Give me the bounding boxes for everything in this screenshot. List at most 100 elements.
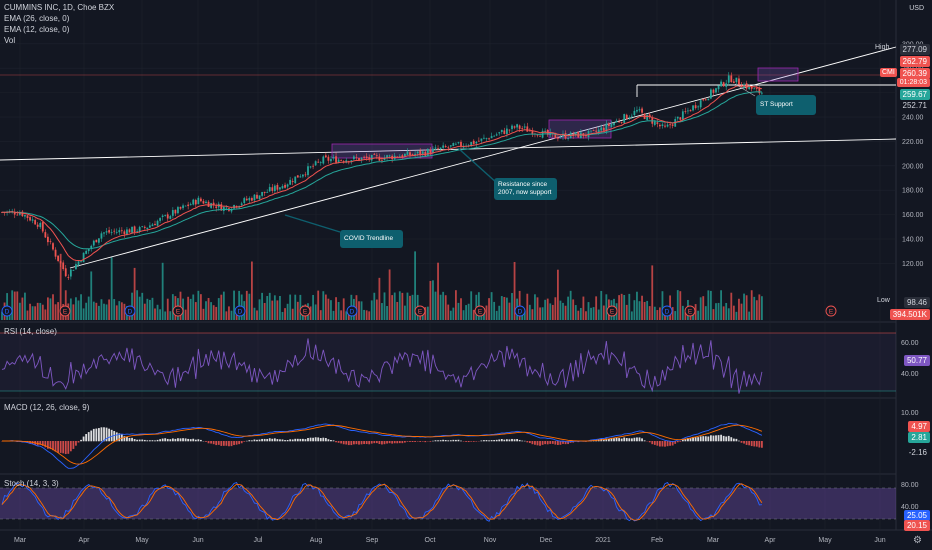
candle-body (544, 130, 547, 132)
covid-trendline[interactable] (69, 46, 897, 269)
macd-hist-bar (605, 438, 608, 442)
consolidation-box-1[interactable] (331, 143, 433, 159)
candle-body (495, 134, 498, 136)
volume-bar (712, 309, 715, 320)
ema-26-legend[interactable]: EMA (26, close, 0) (4, 14, 70, 23)
candle-body (13, 212, 16, 215)
candle-body (699, 100, 702, 108)
volume-bar (217, 298, 220, 320)
candle-body (365, 156, 368, 159)
volume-legend[interactable]: Vol (4, 36, 16, 45)
volume-bar (24, 292, 26, 320)
macd-histogram (1, 427, 763, 455)
candle-body (72, 270, 75, 271)
candle-body (120, 230, 123, 232)
candle-body (327, 156, 330, 161)
macd-hist-bar (302, 438, 304, 442)
macd-hist-bar (279, 439, 281, 442)
candle-body (755, 87, 758, 89)
candle-body (439, 147, 442, 150)
volume-bar (284, 308, 286, 320)
macd-hist-bar (233, 441, 235, 446)
macd-hist-bar (707, 436, 710, 442)
macd-hist-bar (312, 437, 314, 442)
volume-bar (628, 293, 631, 320)
volume-bar (600, 290, 603, 320)
st-support-annotation[interactable]: ST Support (756, 95, 816, 115)
candle-body (681, 111, 684, 120)
volume-bar (653, 306, 656, 320)
candle-body (704, 99, 707, 101)
macd-hist-bar (388, 441, 391, 444)
macd-hist-bar (559, 441, 562, 445)
volume-bar (511, 293, 513, 320)
resistance-annotation[interactable]: Resistance since 2007, now support (494, 178, 557, 200)
candle-body (248, 198, 251, 201)
macd-hist-bar (268, 438, 271, 442)
macd-hist-bar (740, 441, 743, 443)
macd-hist-bar (567, 441, 569, 445)
candle-body (31, 219, 34, 221)
macd-hist-bar (113, 431, 116, 442)
ema-12-legend[interactable]: EMA (12, close, 0) (4, 25, 70, 34)
candle-body (166, 214, 169, 219)
macd-hist-bar (123, 436, 126, 442)
volume-bar (498, 305, 501, 320)
candle-body (409, 152, 411, 156)
rsi-legend[interactable]: RSI (14, close) (4, 327, 57, 336)
candle-body (110, 232, 113, 233)
candle-body (404, 153, 406, 157)
volume-bar (151, 297, 154, 320)
volume-bar (29, 303, 31, 320)
volume-bar (263, 302, 266, 320)
candle-body (202, 201, 205, 204)
volume-bar (651, 265, 654, 320)
candle-body (531, 130, 534, 135)
settings-gear-icon[interactable]: ⚙ (913, 535, 922, 546)
macd-hist-bar (684, 438, 687, 442)
volume-bar (72, 304, 75, 320)
macd-hist-bar (674, 441, 677, 444)
time-axis-label: Jul (254, 537, 263, 544)
volume-bar (750, 290, 753, 320)
volume-bar (159, 309, 161, 320)
stoch-legend[interactable]: Stoch (14, 3, 3) (4, 479, 59, 488)
stoch-d-line (1, 483, 763, 521)
volume-bar (567, 296, 569, 320)
volume-bar (442, 291, 445, 320)
macd-hist-bar (360, 441, 363, 445)
macd-hist-bar (370, 441, 373, 444)
macd-hist-bar (511, 438, 513, 442)
time-axis[interactable]: Mar Apr May Jun Jul Aug Sep Oct Nov Dec 2021 Feb Mar… (14, 537, 886, 544)
macd-hist-bar (238, 441, 241, 445)
candle-body (411, 154, 414, 155)
covid-annotation[interactable]: COVID Trendline (340, 230, 403, 248)
macd-legend[interactable]: MACD (12, 26, close, 9) (4, 403, 90, 412)
volume-bar (702, 296, 705, 320)
candle-body (187, 204, 190, 207)
volume-bar (465, 305, 467, 320)
macd-hist-bar (141, 439, 144, 442)
candle-body (429, 149, 432, 154)
volume-bar (574, 305, 577, 320)
candle-body (406, 151, 409, 155)
volume-bar (697, 310, 700, 320)
candle-body (625, 114, 628, 120)
volume-bar (426, 306, 429, 320)
volume-bar (273, 295, 276, 320)
volume-bar (534, 294, 536, 320)
candle-body (523, 126, 526, 128)
candle-body (355, 157, 358, 159)
volume-bar (95, 302, 98, 320)
candle-body (149, 225, 151, 228)
volume-bar (595, 296, 598, 320)
event-marker-label: E (303, 309, 308, 316)
consolidation-box-3[interactable] (757, 67, 799, 82)
macd-hist-bar (434, 440, 437, 442)
candle-body (59, 261, 62, 264)
candle-body (184, 205, 187, 207)
event-marker-circle (59, 305, 71, 317)
volume-bar (710, 290, 712, 320)
